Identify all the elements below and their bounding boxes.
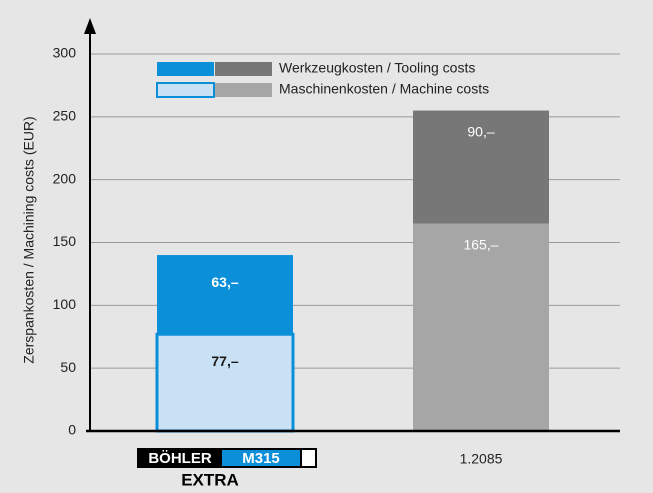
logo-grade-box — [222, 450, 300, 466]
y-axis-arrow — [84, 18, 96, 34]
legend-swatch — [157, 62, 214, 76]
logo-suffix: EXTRA — [181, 470, 239, 489]
legend-swatch — [156, 82, 215, 98]
value-label: 90,– — [467, 123, 494, 139]
y-tick-label: 250 — [53, 108, 77, 124]
y-tick-label: 300 — [53, 45, 77, 61]
value-label: 63,– — [211, 274, 238, 290]
bar-segment — [157, 255, 293, 335]
legend-swatch — [215, 62, 272, 76]
value-label: 165,– — [463, 236, 498, 252]
logo-end-box — [302, 450, 315, 466]
legend-label: Werkzeugkosten / Tooling costs — [279, 60, 475, 76]
legend-swatch — [215, 83, 272, 97]
bar-segment — [155, 332, 295, 433]
y-tick-label: 50 — [60, 359, 76, 375]
bar-segment — [413, 223, 549, 431]
value-label: 77,– — [211, 353, 238, 369]
logo-brand: BÖHLER — [148, 450, 212, 467]
y-tick-label: 200 — [53, 170, 77, 186]
logo-grade: M315 — [242, 450, 280, 467]
y-tick-label: 150 — [53, 233, 77, 249]
legend-label: Maschinenkosten / Machine costs — [279, 81, 489, 97]
y-tick-label: 100 — [53, 296, 77, 312]
bar-segment — [413, 110, 549, 224]
x-tick-label: 1.2085 — [460, 451, 503, 467]
y-tick-label: 0 — [68, 422, 76, 438]
y-axis-label: Zerspankosten / Machining costs (EUR) — [21, 116, 37, 363]
